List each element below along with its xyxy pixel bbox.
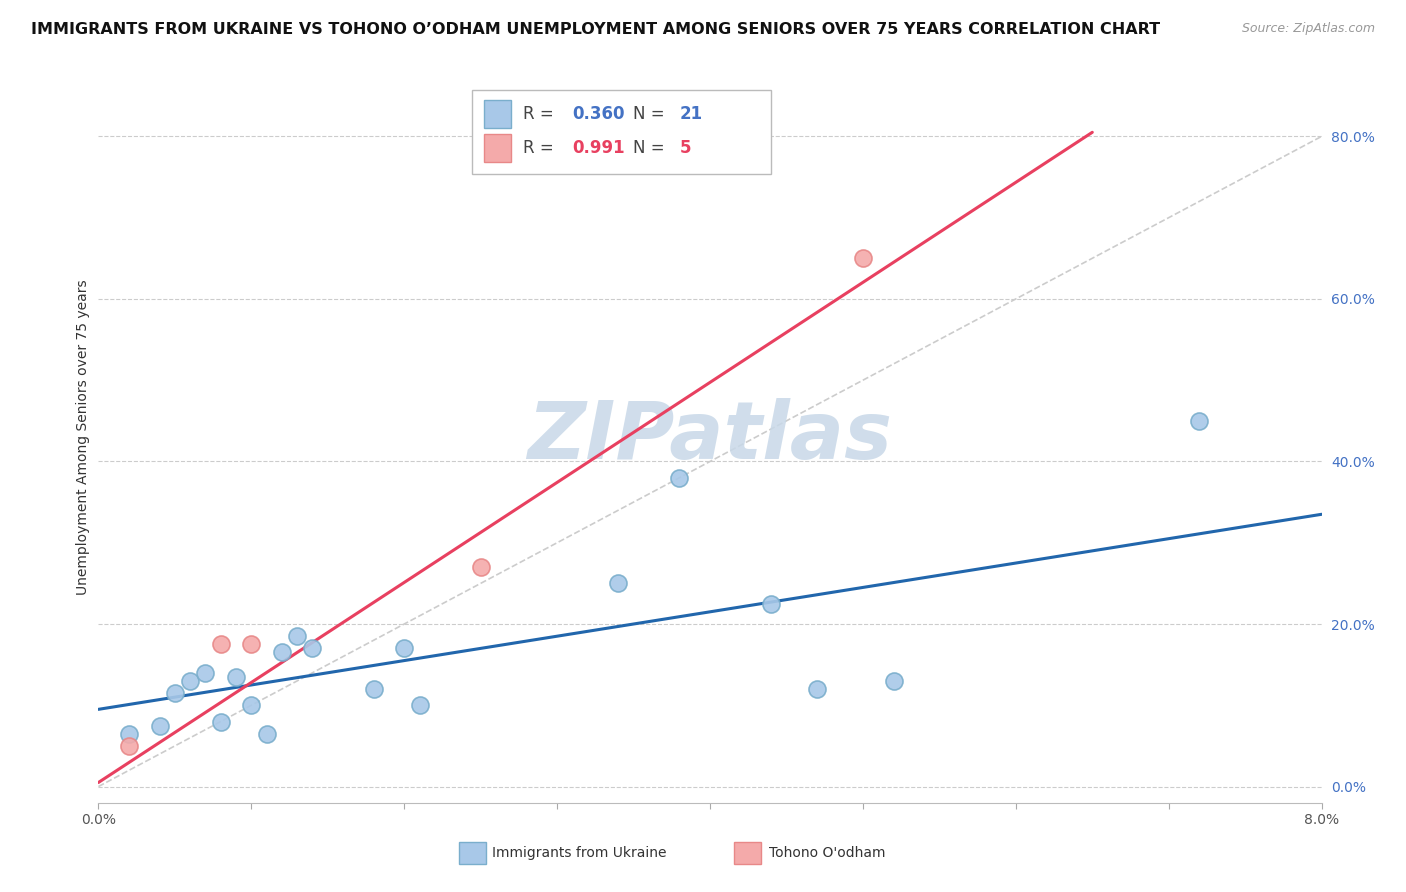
Text: ZIPatlas: ZIPatlas: [527, 398, 893, 476]
Text: Source: ZipAtlas.com: Source: ZipAtlas.com: [1241, 22, 1375, 36]
Point: [806, 681, 828, 696]
Point: [470, 560, 492, 574]
Text: 21: 21: [679, 104, 703, 123]
Text: 0.991: 0.991: [572, 139, 624, 157]
Y-axis label: Unemployment Among Seniors over 75 years: Unemployment Among Seniors over 75 years: [76, 279, 90, 595]
Point: [118, 739, 141, 753]
Point: [1188, 414, 1211, 428]
Text: R =: R =: [523, 139, 558, 157]
Point: [209, 637, 232, 651]
Point: [163, 686, 186, 700]
Point: [285, 629, 308, 643]
Text: R =: R =: [523, 104, 558, 123]
Point: [240, 637, 263, 651]
Bar: [460, 841, 486, 863]
Text: N =: N =: [633, 104, 669, 123]
Point: [118, 727, 141, 741]
Point: [408, 698, 430, 713]
Point: [179, 673, 201, 688]
Text: Immigrants from Ukraine: Immigrants from Ukraine: [492, 846, 666, 860]
Point: [256, 727, 278, 741]
Text: IMMIGRANTS FROM UKRAINE VS TOHONO O’ODHAM UNEMPLOYMENT AMONG SENIORS OVER 75 YEA: IMMIGRANTS FROM UKRAINE VS TOHONO O’ODHA…: [31, 22, 1160, 37]
Point: [209, 714, 232, 729]
Bar: [734, 841, 762, 863]
Point: [852, 252, 875, 266]
Point: [225, 670, 247, 684]
Text: Tohono O'odham: Tohono O'odham: [769, 846, 886, 860]
Point: [392, 641, 416, 656]
Point: [240, 698, 263, 713]
Text: 5: 5: [679, 139, 690, 157]
Bar: [484, 135, 510, 162]
Point: [301, 641, 323, 656]
Point: [668, 471, 690, 485]
Point: [607, 576, 630, 591]
Point: [363, 681, 385, 696]
Point: [270, 645, 294, 659]
Bar: [484, 100, 510, 128]
Point: [883, 673, 905, 688]
FancyBboxPatch shape: [471, 90, 772, 174]
Text: 0.360: 0.360: [572, 104, 624, 123]
Text: N =: N =: [633, 139, 669, 157]
Point: [759, 597, 782, 611]
Point: [149, 718, 172, 732]
Point: [194, 665, 217, 680]
